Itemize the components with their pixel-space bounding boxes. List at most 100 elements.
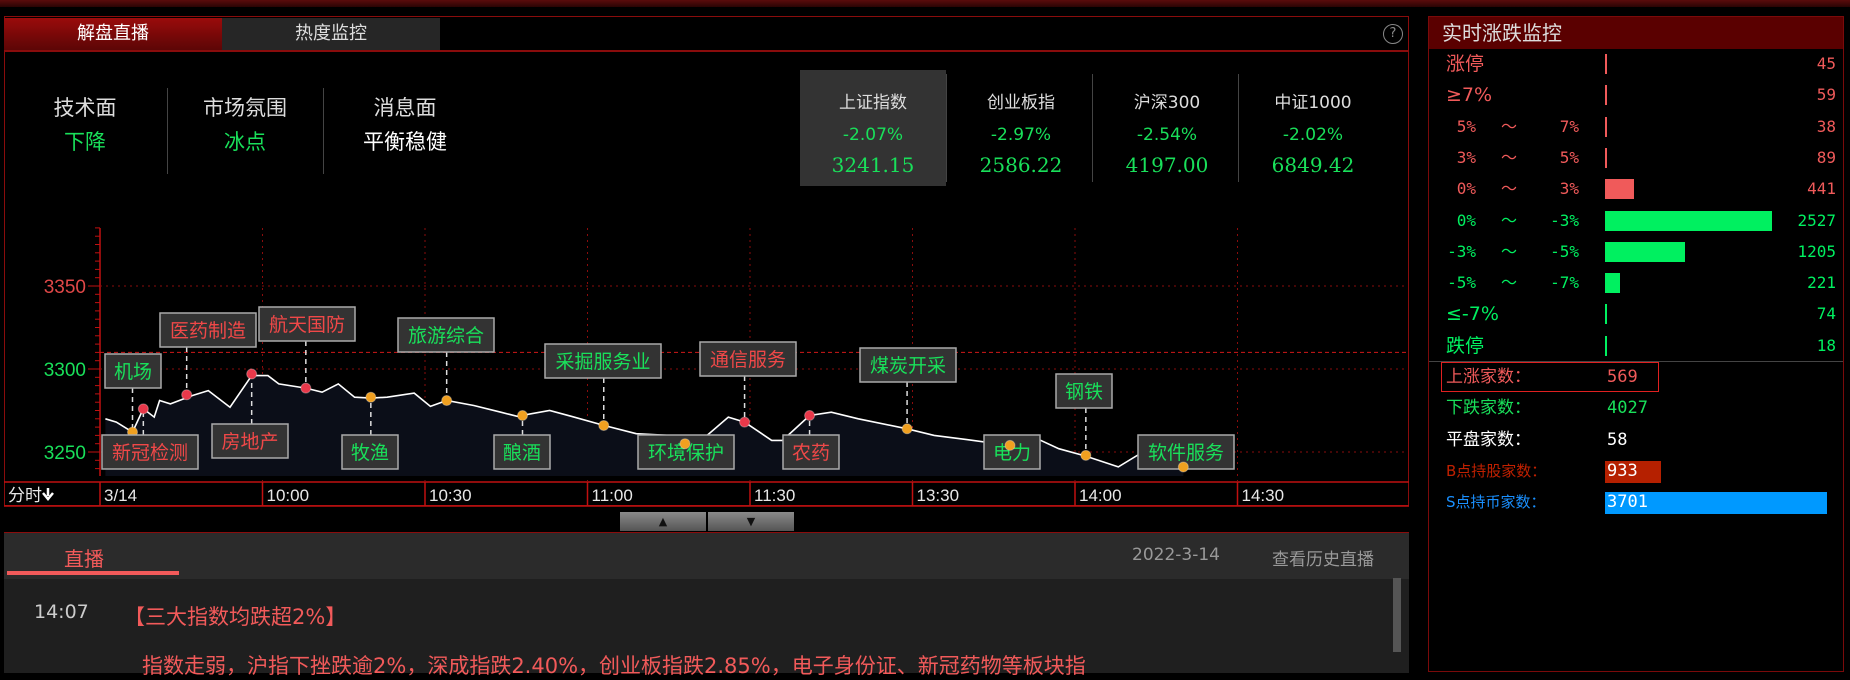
x-tick-label: 3/14 [104,486,137,505]
range-to: -5% [1550,241,1579,261]
index-card[interactable]: 上证指数 -2.07% 3241.15 [800,70,946,186]
view-history-link[interactable]: 查看历史直播 [1272,550,1374,570]
x-tick-label: 13:30 [917,486,960,505]
summary-row: 平盘家数： 58 [1429,425,1843,455]
annotation-label: 酿酒 [503,442,541,464]
annotation-marker [679,438,691,450]
x-tick-label: 14:30 [1242,486,1285,505]
range-sep: ～ [1501,241,1518,261]
monitor-row: 涨停 45 [1429,49,1843,79]
count-value: 89 [1816,147,1836,167]
index-card[interactable]: 沪深300 -2.54% 4197.00 [1094,70,1240,186]
sentiment-label: 消息面 [373,96,437,120]
count-bar [1605,210,1772,231]
index-name: 沪深300 [1133,93,1201,113]
annotation-box [782,434,840,470]
question-circle-icon[interactable]: ? [1383,24,1403,44]
index-change: -2.02% [1282,125,1344,145]
annotation-box [983,434,1041,470]
x-tick-label: 11:30 [754,486,795,505]
range-sep: ～ [1501,116,1518,136]
annotation-label: 航天国防 [269,314,345,336]
tab-commentary-live[interactable]: 解盘直播 [4,18,222,50]
x-tick-label: 14:00 [1079,486,1122,505]
summary-bar [1605,460,1661,483]
range-to: 7% [1559,116,1579,136]
index-change: -2.54% [1136,125,1198,145]
index-card[interactable]: 中证1000 -2.02% 6849.42 [1240,70,1386,186]
annotation-marker [804,409,816,421]
annotation-box [341,434,399,470]
live-item-body: 指数走弱，沪指下挫跌逾2%，深成指跌2.40%，创业板指跌2.85%，电子身份证… [142,654,1086,678]
divider [323,88,324,174]
sentiment-value: 冰点 [224,130,266,154]
annotation-label: 牧渔 [351,442,389,464]
range-sep: ～ [1501,147,1518,167]
tab-heat-monitor[interactable]: 热度监控 [222,18,440,50]
realtime-monitor-panel: 实时涨跌监控 涨停 45 ≥7% 59 5% ～ 7% 38 3% ～ 5% 89 0% ～ 3% 441 0%… [1428,16,1844,672]
summary-bar [1605,492,1827,515]
range-sep: ～ [1501,273,1518,293]
annotation-marker [441,395,453,407]
scroll-up-button[interactable]: ▲ [620,512,706,531]
count-bar [1605,273,1620,294]
count-value: 441 [1807,179,1836,199]
live-feed-panel: 直播 2022-3-14 查看历史直播 14:07 【三大指数均跌超2%】 指数… [4,532,1409,678]
index-card[interactable]: 创业板指 -2.97% 2586.22 [948,70,1094,186]
top-band [0,0,1850,7]
count-bar [1605,304,1607,325]
y-tick-label: 3250 [44,443,86,464]
annotation-label: 环境保护 [648,442,724,464]
annotation-label: 采掘服务业 [555,351,650,373]
monitor-row: 跌停 18 [1429,331,1843,361]
monitor-row: 5% ～ 7% 38 [1429,112,1843,142]
summary-row: 上涨家数： 569 [1429,362,1843,392]
count-value: 2527 [1797,210,1836,230]
annotation-label: 新冠检测 [112,442,188,464]
sentiment-label: 技术面 [53,96,117,120]
divider [167,88,168,174]
summary-label: B点持股家数： [1446,461,1547,480]
range-to: -3% [1550,210,1579,230]
index-name: 创业板指 [987,93,1055,113]
count-value: 1205 [1797,241,1836,261]
index-change: -2.07% [842,125,904,145]
annotation-box [159,312,257,348]
divider [946,74,947,182]
range-label: 跌停 [1446,334,1485,357]
count-bar [1605,147,1607,168]
summary-label: 平盘家数： [1446,429,1531,450]
summary-row: 下跌家数： 4027 [1429,393,1843,423]
scroll-down-button[interactable]: ▼ [708,512,794,531]
divider [1429,361,1843,362]
highlight-box [1441,362,1659,392]
annotation-box [104,353,162,389]
intraday-chart: 3350 3300 3250 3/14 10:00 10:30 11:00 11:30 13:3… [4,227,1409,507]
annotation-label: 旅游综合 [408,325,484,347]
monitor-title: 实时涨跌监控 [1429,17,1843,49]
x-tick-label: 11:00 [592,486,633,505]
range-from: 0% [1456,210,1476,230]
index-name: 中证1000 [1274,93,1352,113]
count-bar [1605,85,1607,106]
annotation-marker [1080,449,1092,461]
annotation-marker [598,419,610,431]
annotation-box [211,423,289,459]
tab-live[interactable]: 直播 [64,547,104,571]
annotation-label: 通信服务 [710,349,786,371]
annotation-box [397,317,495,353]
summary-label: S点持币家数： [1446,493,1546,512]
monitor-row: ≥7% 59 [1429,80,1843,110]
live-feed-scrollbar[interactable] [1393,578,1401,652]
annotation-label: 电力 [993,442,1031,464]
annotation-box [258,306,356,342]
period-select[interactable]: 分时 [8,486,42,505]
range-to: 3% [1559,179,1579,199]
index-value: 6849.42 [1271,153,1355,177]
annotation-box [493,434,551,470]
monitor-row: 0% ～ -3% 2527 [1429,206,1843,236]
index-value: 3241.15 [831,153,915,177]
range-sep: ～ [1501,179,1518,199]
range-to: -7% [1550,273,1579,293]
range-label: ≥7% [1446,84,1493,107]
